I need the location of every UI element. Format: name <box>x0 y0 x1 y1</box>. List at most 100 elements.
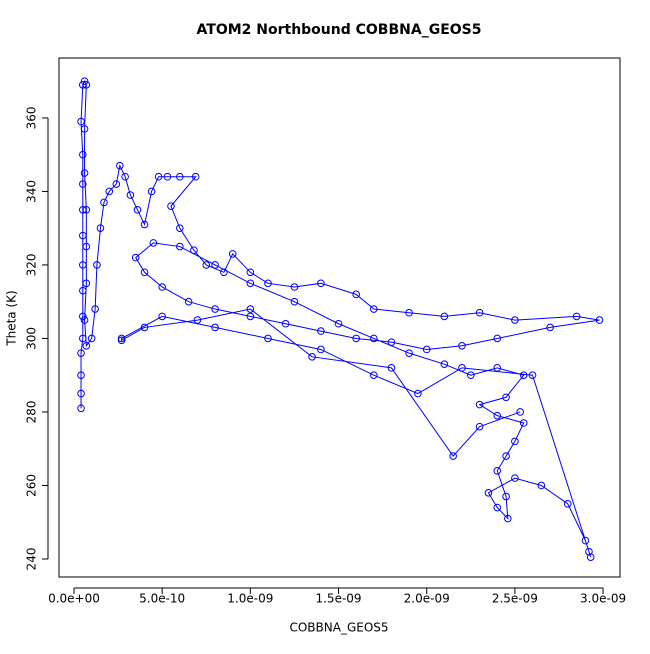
data-point <box>502 492 510 501</box>
data-point <box>131 253 140 262</box>
data-point <box>79 286 87 295</box>
data-point <box>158 312 166 321</box>
data-point <box>502 393 510 402</box>
data-point <box>308 353 316 361</box>
data-point <box>352 290 360 299</box>
x-tick-label: 1.0e-09 <box>227 592 273 606</box>
data-point <box>116 161 124 170</box>
data-point <box>511 474 519 482</box>
data-point <box>281 319 290 328</box>
data-point <box>176 172 184 181</box>
data-point <box>317 327 325 335</box>
data-point <box>440 360 449 368</box>
data-point <box>121 172 129 181</box>
data-point <box>264 334 272 343</box>
y-tick-label: 360 <box>25 106 39 129</box>
y-tick-label: 260 <box>25 474 39 497</box>
data-point <box>79 180 87 188</box>
data-point <box>79 231 87 240</box>
data-point <box>77 389 85 398</box>
data-point <box>126 191 135 199</box>
data-point <box>405 308 413 317</box>
x-tick-label: 2.5e-09 <box>492 592 538 606</box>
data-point <box>586 553 595 561</box>
x-tick-label: 2.0e-09 <box>404 592 450 606</box>
data-point <box>493 334 502 343</box>
data-point <box>458 364 466 372</box>
data-point <box>82 242 91 251</box>
x-tick-label: 5.0e-10 <box>139 592 185 606</box>
data-point <box>133 206 142 214</box>
data-point <box>449 452 457 460</box>
data-point <box>475 422 484 431</box>
data-point <box>140 268 149 277</box>
data-point <box>211 261 219 269</box>
x-tick-label: 0.0e+00 <box>48 592 100 606</box>
data-point <box>414 389 422 398</box>
data-point <box>176 224 184 232</box>
data-point <box>504 514 512 523</box>
data-point <box>211 305 219 313</box>
data-point <box>80 125 89 133</box>
data-point <box>246 279 255 288</box>
series-line <box>80 80 600 558</box>
data-point <box>91 305 99 313</box>
x-axis-label: COBBNA_GEOS5 <box>289 621 388 635</box>
data-point <box>79 261 87 269</box>
data-point <box>264 279 272 288</box>
data-point <box>511 316 519 324</box>
data-point <box>105 187 114 196</box>
data-point <box>475 400 484 409</box>
x-tick-label: 1.5e-09 <box>315 592 361 606</box>
data-point <box>211 323 219 332</box>
data-point <box>82 81 91 89</box>
data-point <box>154 172 163 181</box>
y-tick-label: 340 <box>25 180 39 203</box>
data-point <box>193 316 202 324</box>
data-point <box>117 336 126 345</box>
data-point <box>149 239 158 247</box>
data-point <box>140 220 149 229</box>
data-point <box>387 338 396 346</box>
data-point <box>80 316 89 324</box>
data-point <box>79 206 87 214</box>
data-point <box>595 316 604 324</box>
data-point <box>484 489 493 497</box>
data-point <box>176 242 184 251</box>
data-point <box>352 334 360 343</box>
data-point <box>440 312 449 321</box>
plot-frame <box>58 57 621 578</box>
data-point <box>93 261 101 269</box>
data-point <box>112 180 121 188</box>
data-point <box>334 319 343 328</box>
data-point <box>370 305 378 313</box>
data-point <box>100 198 108 207</box>
data-point <box>493 466 502 475</box>
data-point <box>516 408 524 416</box>
data-point <box>511 437 519 446</box>
data-point <box>493 411 502 420</box>
data-point <box>79 334 87 343</box>
data-point <box>82 206 91 214</box>
data-point <box>475 308 484 317</box>
data-point <box>246 312 255 321</box>
data-point <box>77 117 85 126</box>
data-point <box>563 500 572 508</box>
data-point <box>82 342 91 350</box>
data-point <box>79 150 87 159</box>
data-point <box>585 547 593 556</box>
data-point <box>581 536 590 545</box>
data-point <box>167 202 175 210</box>
data-point <box>202 261 211 269</box>
data-point <box>184 297 193 306</box>
data-point <box>422 345 431 354</box>
data-point <box>96 224 105 232</box>
data-point <box>228 250 237 258</box>
data-point <box>290 297 299 306</box>
y-tick-label: 240 <box>25 548 39 571</box>
data-point <box>163 172 172 181</box>
data-point <box>80 77 89 85</box>
data-point <box>77 371 85 380</box>
